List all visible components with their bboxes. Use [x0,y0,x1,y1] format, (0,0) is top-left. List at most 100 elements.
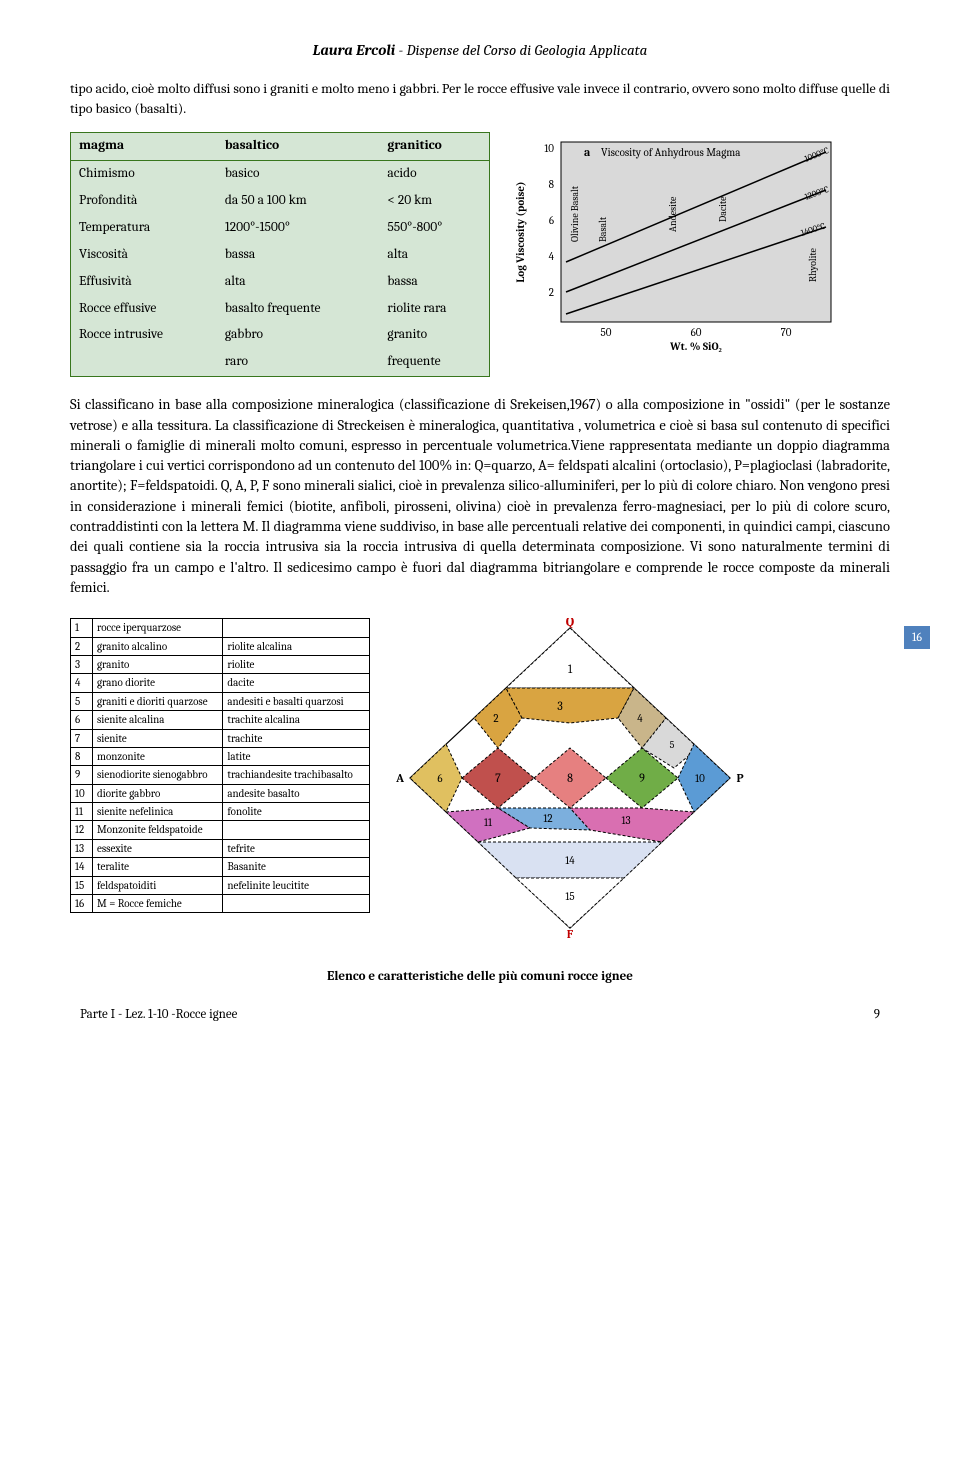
field-num: 11 [484,816,493,829]
cell: 2 [71,637,93,655]
cell: riolite rara [379,296,489,323]
cell: graniti e dioriti quarzose [93,692,223,710]
cell: granito [379,322,489,349]
cell: tefrite [223,839,370,857]
cell: acido [379,161,489,188]
magma-table: magma basaltico granitico Chimismobasico… [70,132,490,377]
cell: Viscosità [71,242,217,269]
cell: M = Rocce femiche [93,895,223,913]
cell [71,349,217,376]
rock-classification-table: 1rocce iperquarzose2granito alcalinoriol… [70,618,370,913]
author-name: Laura Ercoli [313,41,396,59]
cell [223,619,370,637]
cell [223,821,370,839]
cell: teralite [93,858,223,876]
footer-page-number: 9 [874,1006,880,1024]
course-title: - Dispense del Corso di Geologia Applica… [399,41,648,59]
cell: Rocce intrusive [71,322,217,349]
cell: Basanite [223,858,370,876]
magma-tbody: Chimismobasicoacido Profonditàda 50 a 10… [71,161,490,377]
cell: latite [223,747,370,765]
cell [223,895,370,913]
cell: < 20 km [379,188,489,215]
cell: 12 [71,821,93,839]
intro-paragraph: tipo acido, cioè molto diffusi sono i gr… [70,79,890,118]
rock-label: Olivine Basalt [569,185,581,242]
cell: sienite nefelinica [93,803,223,821]
cell: 5 [71,692,93,710]
field-num: 4 [637,712,643,725]
chart-letter: a [584,145,591,159]
figure-caption: Elenco e caratteristiche delle più comun… [70,968,890,986]
cell: trachite [223,729,370,747]
cell: bassa [379,269,489,296]
f-label: F [567,927,574,938]
viscosity-chart: 10 8 6 4 2 50 60 70 Wt. % SiO₂ Log Visco… [506,132,846,352]
qapf-diagram: 1 2 3 4 5 6 7 8 9 10 11 12 13 14 15 Q [390,618,750,938]
cell: 10 [71,784,93,802]
cell: 8 [71,747,93,765]
page-badge: 16 [904,626,930,649]
xtick: 70 [781,326,792,339]
th-basaltico: basaltico [217,133,380,161]
ytick: 6 [549,214,554,227]
cell: diorite gabbro [93,784,223,802]
body-paragraph: Si classificano in base alla composizion… [70,395,890,598]
cell: alta [379,242,489,269]
cell: Rocce effusive [71,296,217,323]
cell: monzonite [93,747,223,765]
rock-label: Rhyolite [807,248,819,283]
th-granitico: granitico [379,133,489,161]
th-magma: magma [71,133,217,161]
cell: 15 [71,876,93,894]
cell: 16 [71,895,93,913]
field-num: 3 [557,699,563,713]
cell: Effusività [71,269,217,296]
cell: fonolite [223,803,370,821]
field-num: 9 [639,771,645,785]
cell: Temperatura [71,215,217,242]
cell: granito [93,655,223,673]
cell: 1 [71,619,93,637]
field-num: 12 [543,812,552,825]
bottom-row: 1rocce iperquarzose2granito alcalinoriol… [70,618,890,938]
rock-label: Basalt [597,216,609,242]
ylabel: Log Viscosity (poise) [514,182,527,283]
cell: essexite [93,839,223,857]
cell: raro [217,349,380,376]
a-label: A [395,771,404,785]
cell: andesiti e basalti quarzosi [223,692,370,710]
field-num: 8 [567,771,573,785]
cell: 13 [71,839,93,857]
cell: alta [217,269,380,296]
cell: 550°-800° [379,215,489,242]
ytick: 10 [544,142,554,155]
field-num: 10 [695,772,705,785]
cell: riolite alcalina [223,637,370,655]
cell: bassa [217,242,380,269]
cell: riolite [223,655,370,673]
cell: feldspatoiditi [93,876,223,894]
ytick: 4 [549,250,555,263]
cell: 14 [71,858,93,876]
footer-left: Parte I - Lez. 1-10 -Rocce ignee [80,1006,237,1024]
q-label: Q [566,618,575,630]
cell: dacite [223,674,370,692]
xtick: 50 [601,326,612,339]
cell: 9 [71,766,93,784]
page-footer: Parte I - Lez. 1-10 -Rocce ignee 9 [70,1006,890,1024]
cell: sienite [93,729,223,747]
xtick: 60 [691,326,702,339]
cell: granito alcalino [93,637,223,655]
cell: sienite alcalina [93,711,223,729]
cell: grano diorite [93,674,223,692]
cell: da 50 a 100 km [217,188,380,215]
cell: 6 [71,711,93,729]
field-num: 6 [437,772,442,785]
ytick: 8 [549,178,555,191]
rock-label: Andesite [667,196,679,232]
cell: frequente [379,349,489,376]
cell: trachite alcalina [223,711,370,729]
cell: basico [217,161,380,188]
field-num: 14 [565,854,575,867]
